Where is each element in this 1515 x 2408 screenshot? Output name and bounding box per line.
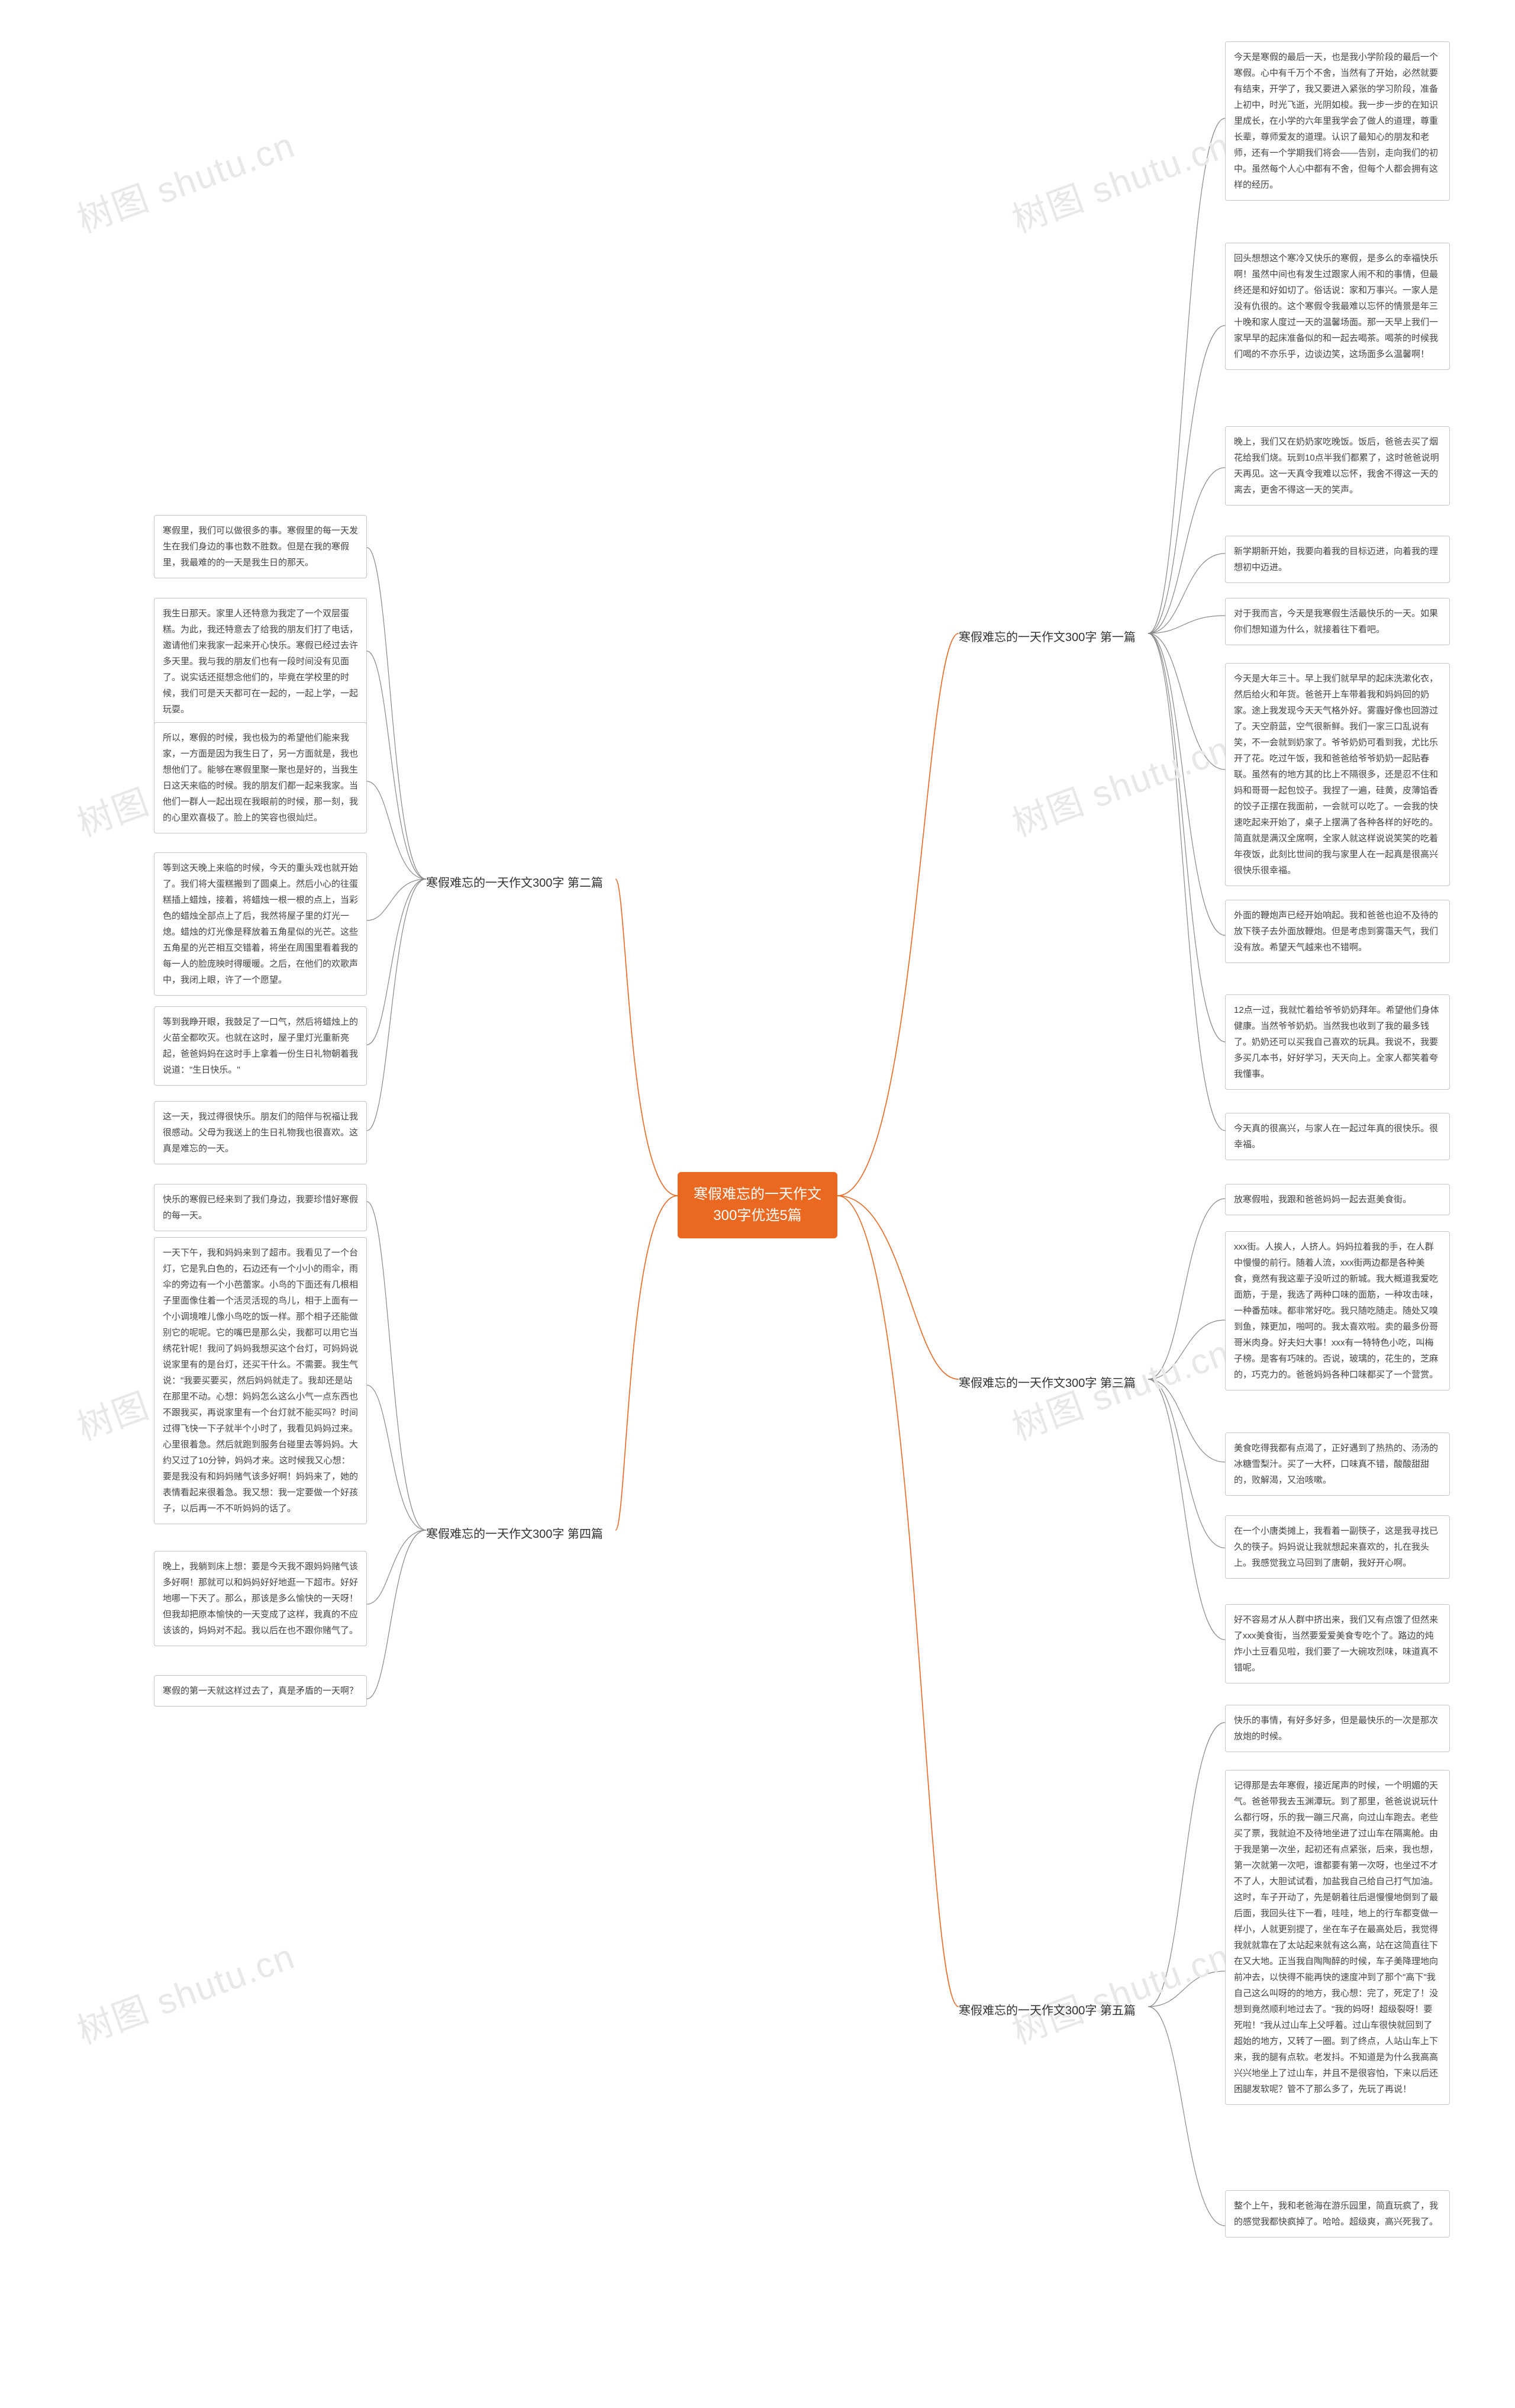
leaf-node: 今天是寒假的最后一天，也是我小学阶段的最后一个寒假。心中有千万个不舍，当然有了开… <box>1225 41 1450 201</box>
leaf-node: 晚上，我们又在奶奶家吃晚饭。饭后，爸爸去买了烟花给我们烧。玩到10点半我们都累了… <box>1225 426 1450 506</box>
branch-label: 寒假难忘的一天作文300字 第一篇 <box>959 627 1136 645</box>
leaf-node: 记得那是去年寒假，接近尾声的时候，一个明媚的天气。爸爸带我去玉渊潭玩。到了那里，… <box>1225 1770 1450 2105</box>
branch-label: 寒假难忘的一天作文300字 第二篇 <box>426 873 603 890</box>
leaf-node: 晚上，我躺到床上想：要是今天我不跟妈妈赌气该多好啊！那就可以和妈妈好好地逛一下超… <box>154 1551 367 1646</box>
leaf-node: 我生日那天。家里人还特意为我定了一个双层蛋糕。为此，我还特意去了给我的朋友们打了… <box>154 598 367 725</box>
leaf-node: 新学期新开始，我要向着我的目标迈进，向着我的理想初中迈进。 <box>1225 536 1450 583</box>
branch-label: 寒假难忘的一天作文300字 第四篇 <box>426 1524 603 1541</box>
watermark: 树图 shutu.cn <box>1004 117 1236 243</box>
center-node: 寒假难忘的一天作文300字优选5篇 <box>678 1172 837 1238</box>
leaf-node: 整个上午，我和老爸海在游乐园里，简直玩疯了，我的感觉我都快疯掉了。哈哈。超级爽，… <box>1225 2190 1450 2238</box>
leaf-node: 好不容易才从人群中挤出来，我们又有点饿了但然来了xxx美食街，当然要爱爱美食专吃… <box>1225 1604 1450 1683</box>
leaf-node: 寒假里，我们可以做很多的事。寒假里的每一天发生在我们身边的事也数不胜数。但是在我… <box>154 515 367 578</box>
leaf-node: 美食吃得我都有点渴了，正好遇到了热热的、汤汤的冰糖雪梨汁。买了一大杯，口味真不错… <box>1225 1432 1450 1496</box>
watermark: 树图 shutu.cn <box>69 1928 301 2055</box>
leaf-node: xxx街。人挨人，人挤人。妈妈拉着我的手，在人群中慢慢的前行。随着人流，xxx街… <box>1225 1231 1450 1390</box>
leaf-node: 等到这天晚上来临的时候，今天的重头戏也就开始了。我们将大蛋糕搬到了圆桌上。然后小… <box>154 852 367 996</box>
leaf-node: 外面的鞭炮声已经开始响起。我和爸爸也迫不及待的放下筷子去外面放鞭炮。但是考虑到雾… <box>1225 900 1450 963</box>
leaf-node: 对于我而言，今天是我寒假生活最快乐的一天。如果你们想知道为什么，就接着往下看吧。 <box>1225 598 1450 645</box>
leaf-node: 今天是大年三十。早上我们就早早的起床洗漱化衣，然后给火和年货。爸爸开上车带着我和… <box>1225 663 1450 886</box>
watermark: 树图 shutu.cn <box>1004 1928 1236 2055</box>
leaf-node: 这一天，我过得很快乐。朋友们的陪伴与祝福让我很感动。父母为我送上的生日礼物我也很… <box>154 1101 367 1164</box>
branch-label: 寒假难忘的一天作文300字 第五篇 <box>959 2001 1136 2018</box>
leaf-node: 快乐的寒假已经来到了我们身边，我要珍惜好寒假的每一天。 <box>154 1184 367 1231</box>
center-text: 寒假难忘的一天作文300字优选5篇 <box>694 1186 821 1224</box>
leaf-node: 一天下午，我和妈妈来到了超市。我看见了一个台灯，它是乳白色的，石边还有一个小小的… <box>154 1237 367 1524</box>
leaf-node: 等到我睁开眼，我鼓足了一口气，然后将蜡烛上的火苗全都吹灭。也就在这时，屋子里灯光… <box>154 1006 367 1086</box>
leaf-node: 放寒假啦，我跟和爸爸妈妈一起去逛美食街。 <box>1225 1184 1450 1215</box>
leaf-node: 12点一过，我就忙着给爷爷奶奶拜年。希望他们身体健康。当然爷爷奶奶。当然我也收到… <box>1225 994 1450 1090</box>
leaf-node: 所以，寒假的时候，我也极为的希望他们能来我家，一方面是因为我生日了，另一方面就是… <box>154 722 367 833</box>
leaf-node: 寒假的第一天就这样过去了，真是矛盾的一天啊？ <box>154 1675 367 1707</box>
leaf-node: 回头想想这个寒冷又快乐的寒假，是多么的幸福快乐啊！虽然中间也有发生过跟家人闹不和… <box>1225 243 1450 370</box>
leaf-node: 今天真的很高兴，与家人在一起过年真的很快乐。很幸福。 <box>1225 1113 1450 1160</box>
watermark: 树图 shutu.cn <box>1004 720 1236 847</box>
leaf-node: 在一个小唐类摊上，我看着一副筷子，这是我寻找已久的筷子。妈妈说让我就想起来喜欢的… <box>1225 1515 1450 1579</box>
watermark: 树图 shutu.cn <box>69 117 301 243</box>
branch-label: 寒假难忘的一天作文300字 第三篇 <box>959 1373 1136 1390</box>
leaf-node: 快乐的事情，有好多好多，但是最快乐的一次是那次放炮的时候。 <box>1225 1705 1450 1752</box>
